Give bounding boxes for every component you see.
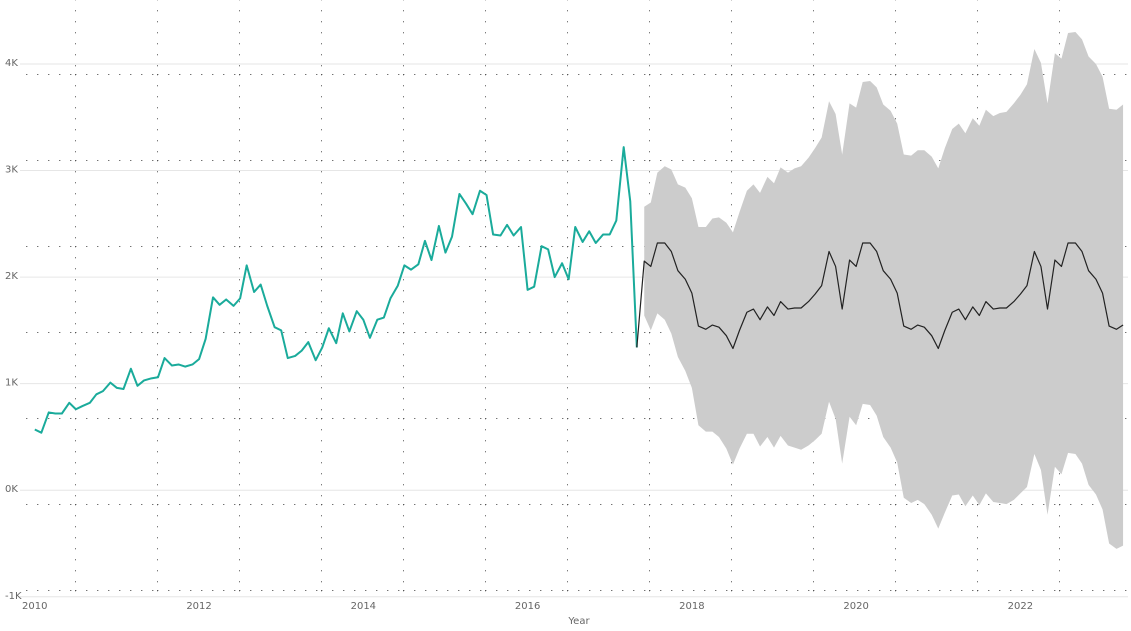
x-tick-label: 2012 [186,601,211,612]
x-tick-label: 2020 [843,601,868,612]
series-line [34,146,638,434]
x-tick-label: 2014 [351,601,376,612]
forecast-band [644,31,1124,549]
y-tick-label: -1K [5,591,22,602]
y-tick-label: 4K [5,58,18,69]
y-tick-label: 3K [5,165,18,176]
x-axis-title: Year [567,616,590,627]
x-tick-label: 2016 [515,601,540,612]
y-tick-label: 1K [5,378,18,389]
y-tick-label: 2K [5,271,18,282]
series-line [636,242,1124,350]
x-tick-label: 2018 [679,601,704,612]
x-tick-label: 2022 [1008,601,1033,612]
y-tick-label: 0K [5,484,18,495]
x-tick-label: 2010 [22,601,47,612]
